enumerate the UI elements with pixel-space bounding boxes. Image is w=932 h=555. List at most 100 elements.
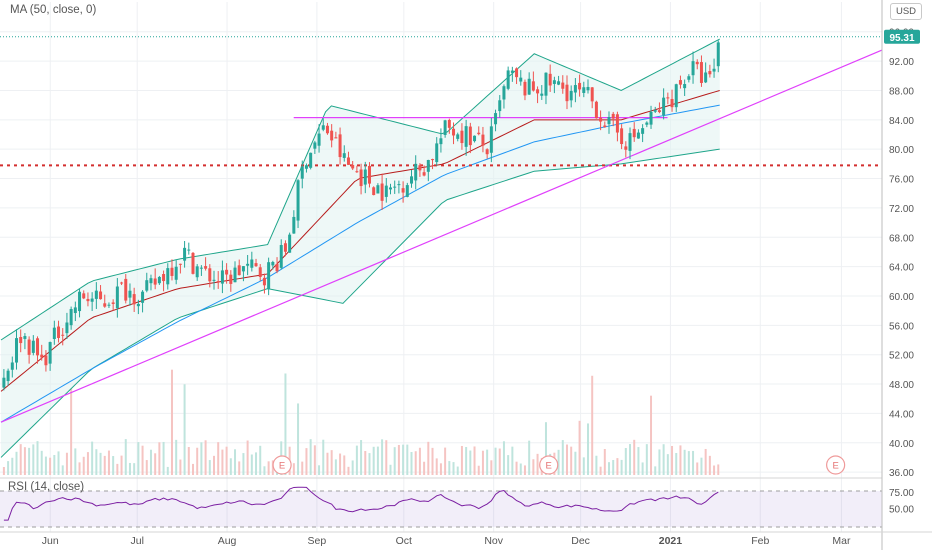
candle-body [380,183,384,201]
x-tick-label: Jul [130,535,143,547]
volume-bar [372,446,375,475]
volume-bar [439,463,442,475]
volume-bar [364,450,367,475]
candle-body [317,133,321,146]
candle-body [620,128,624,145]
volume-bar [200,442,203,475]
candle-body [334,137,338,139]
volume-bar [616,458,619,475]
rsi-legend[interactable]: RSI (14, close) [8,481,85,493]
candle-body [699,62,703,83]
candle-body [498,100,502,112]
volume-bar [141,445,144,475]
volume-bar [36,441,39,475]
volume-bar [397,444,400,475]
candle-body [485,149,489,155]
candle-body [153,278,157,285]
candle-body [195,266,199,278]
volume-bar [246,440,249,475]
volume-bar [234,449,237,475]
candle-body [443,120,447,135]
rsi-tick-label: 75.00 [889,488,914,499]
candle-body [649,111,653,125]
candle-body [15,338,19,363]
candle-body [376,185,380,194]
candle-body [481,134,485,146]
volume-bar [557,449,560,475]
candle-body [573,85,577,93]
candle-body [569,90,573,101]
volume-bar [19,444,22,475]
candle-body [241,266,245,272]
volume-bar [330,450,333,475]
volume-bar [700,457,703,475]
volume-bars [2,369,720,475]
x-tick-label: 2021 [659,535,683,547]
volume-bar [465,446,468,475]
candle-body [44,355,48,366]
candle-body [452,128,456,136]
volume-bar [183,384,186,475]
volume-bar [225,446,228,475]
candle-body [594,101,598,119]
earnings-marker-label: E [832,461,838,472]
volume-bar [313,445,316,475]
candle-body [23,336,27,339]
volume-bar [675,453,678,475]
currency-label[interactable]: USD [890,3,922,20]
volume-bar [603,449,606,475]
volume-bar [347,466,350,475]
current-price-badge [884,29,920,44]
volume-bar [116,463,119,475]
volume-bar [645,444,648,475]
volume-bar [259,445,262,475]
volume-bar [78,462,81,475]
candle-body [346,157,350,165]
volume-bar [574,451,577,475]
volume-bar [334,459,337,475]
x-tick-label: Nov [484,535,503,547]
candle-body [111,302,115,304]
volume-bar [15,451,18,475]
volume-bar [128,462,131,475]
candle-body [338,134,342,158]
candle-body [132,294,136,305]
candle-body [174,266,178,280]
volume-bar [662,444,665,475]
volume-bar [570,446,573,475]
candle-body [162,274,166,282]
candle-body [325,125,329,134]
candle-body [2,377,6,388]
earnings-marker-label: E [546,461,552,472]
volume-bar [687,451,690,475]
volume-bar [565,444,568,475]
y-tick-label: 72.00 [889,204,914,215]
volume-bar [469,450,472,475]
volume-bar [70,388,73,475]
main-legend[interactable]: MA (50, close, 0) [10,4,97,16]
y-tick-label: 64.00 [889,263,914,274]
candle-body [145,280,149,291]
volume-bar [175,439,178,475]
candle-body [191,252,195,274]
candle-body [578,82,582,90]
volume-bar [448,461,451,475]
candle-body [510,70,514,73]
candle-body [27,339,31,355]
volume-bar [481,450,484,475]
volume-bar [595,455,598,475]
candle-body [426,159,430,172]
x-tick-label: Dec [571,535,590,547]
volume-bar [2,466,5,475]
candle-body [204,266,208,269]
volume-bar [490,460,493,475]
volume-bar [368,453,371,475]
candle-body [99,291,103,300]
volume-bar [297,403,300,475]
volume-bar [326,452,329,475]
volume-bar [267,461,270,475]
volume-bar [305,448,308,475]
candle-body [73,307,77,314]
